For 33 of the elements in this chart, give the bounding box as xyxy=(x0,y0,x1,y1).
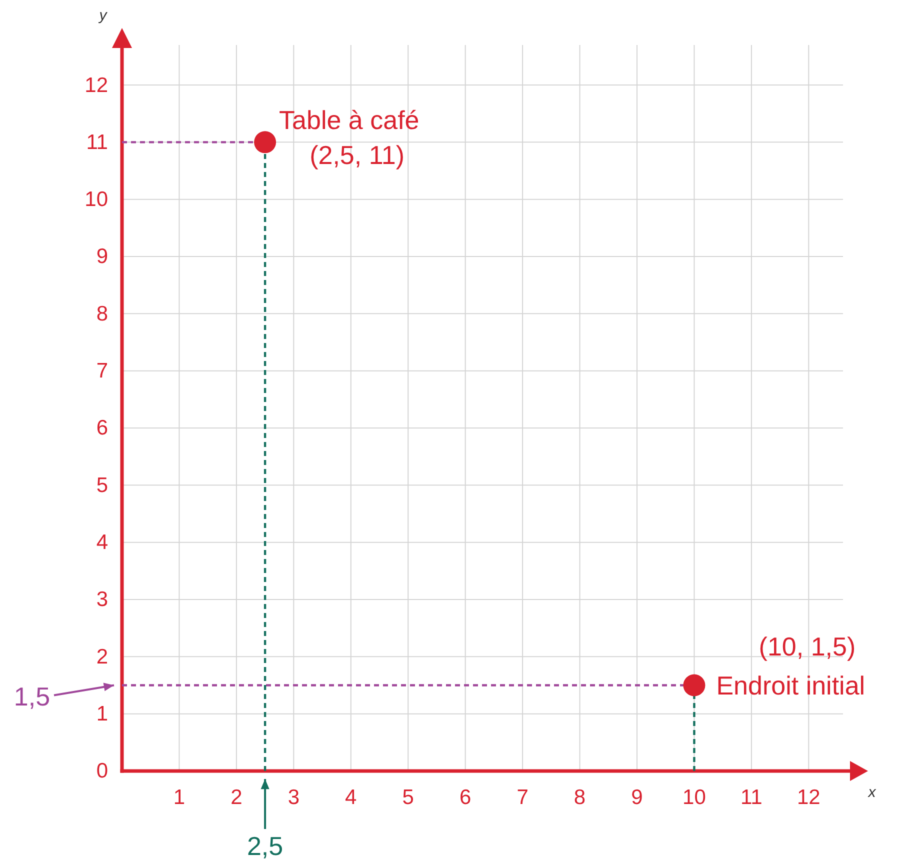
annotation: Endroit initial xyxy=(716,670,866,700)
x-tick-label: 8 xyxy=(574,786,586,809)
x-tick-label: 9 xyxy=(631,786,643,809)
x-tick-label: 6 xyxy=(459,786,472,809)
annotation: Table à café xyxy=(279,105,420,136)
y-tick-label: 1 xyxy=(96,702,108,726)
x-tick-label: 11 xyxy=(740,786,762,809)
y-axis-title: y xyxy=(98,7,108,24)
y-tick-label: 0 xyxy=(96,760,108,783)
x-tick-label: 4 xyxy=(345,786,358,809)
annotation: (10, 1,5) xyxy=(758,631,856,662)
y-tick-label: 11 xyxy=(86,130,108,154)
x-tick-label: 7 xyxy=(516,786,528,809)
y-tick-label: 3 xyxy=(96,588,108,612)
y-tick-label: 5 xyxy=(96,474,108,497)
y-tick-label: 4 xyxy=(96,531,108,554)
y-tick-label: 7 xyxy=(96,360,108,383)
y-tick-label: 2 xyxy=(96,645,108,668)
x-tick-label: 10 xyxy=(682,786,706,809)
y-tick-label: 10 xyxy=(84,188,108,212)
x-tick-label: 1 xyxy=(173,786,186,809)
annotation: 1,5 xyxy=(14,681,50,712)
x-tick-label: 2 xyxy=(230,786,242,809)
y-tick-label: 12 xyxy=(84,74,108,97)
x-tick-label: 3 xyxy=(288,786,300,809)
annotation: 2,5 xyxy=(246,831,284,861)
x-axis-title: x xyxy=(867,784,876,801)
annotation: (2,5, 11) xyxy=(310,140,405,170)
y-tick-label: 8 xyxy=(96,302,108,326)
x-tick-label: 5 xyxy=(402,786,414,809)
x-tick-label: 12 xyxy=(796,786,820,809)
y-tick-label: 6 xyxy=(96,416,108,440)
y-tick-label: 9 xyxy=(96,245,108,268)
